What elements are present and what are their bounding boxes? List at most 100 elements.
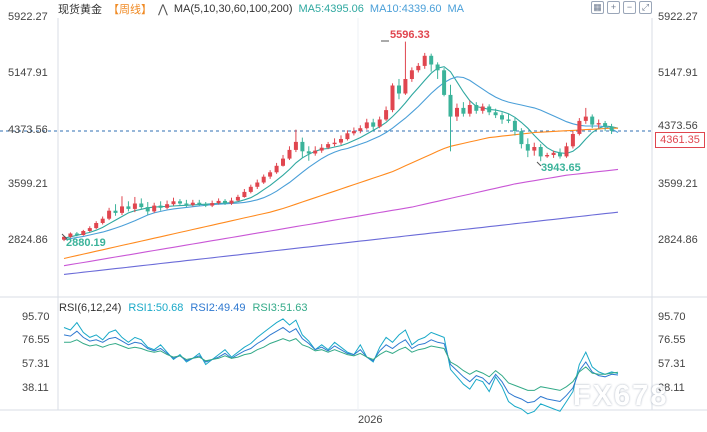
candle-body xyxy=(132,203,137,209)
grid-toggle-icon[interactable]: ▦ xyxy=(591,1,604,14)
rsi-line-rsi3 xyxy=(64,338,619,391)
candle-body xyxy=(145,207,150,212)
y-tick-left: 4373.56 xyxy=(8,124,48,136)
candle-body xyxy=(332,142,337,145)
candle-body xyxy=(461,107,466,114)
ma-line-ma10 xyxy=(63,76,619,241)
candle-body xyxy=(178,201,182,204)
candle-body xyxy=(171,201,176,205)
candle-body xyxy=(364,122,369,129)
candle-body xyxy=(190,202,195,205)
candle-body xyxy=(229,200,234,204)
candle-body xyxy=(467,105,472,114)
candle-body xyxy=(184,203,189,205)
candle-body xyxy=(197,202,202,205)
rsi1-value: RSI1:50.68 xyxy=(128,301,184,314)
candle-body xyxy=(287,149,292,159)
ma-more-value: MA xyxy=(447,3,464,15)
y-tick-left: 2824.86 xyxy=(8,234,48,246)
candle-body xyxy=(300,141,305,152)
candle-body xyxy=(416,65,421,71)
candle-body xyxy=(126,206,131,209)
grid-lines xyxy=(0,18,707,411)
ma-line-ma100 xyxy=(63,211,619,275)
candle-body xyxy=(487,106,492,113)
rsi-line-rsi1 xyxy=(63,318,619,415)
period-selector[interactable]: 【周线】 xyxy=(108,4,152,16)
candle-body xyxy=(62,236,66,240)
candle-body xyxy=(358,128,363,132)
y-tick-right: 5922.27 xyxy=(658,11,698,23)
rsi3-value: RSI3:51.63 xyxy=(252,301,308,314)
candle-body xyxy=(248,186,253,192)
candle-body xyxy=(326,144,331,148)
candle-body xyxy=(223,200,227,204)
candle-body xyxy=(409,70,414,79)
candle-body xyxy=(422,55,427,66)
candle-body xyxy=(113,210,118,213)
ma5-value: MA5:4395.06 xyxy=(298,3,364,15)
candlestick-series xyxy=(62,41,614,242)
candle-body xyxy=(442,70,447,95)
fullscreen-icon[interactable]: ⤢ xyxy=(639,1,652,14)
candle-body xyxy=(435,64,440,71)
candle-body xyxy=(274,165,279,173)
candle-body xyxy=(306,151,311,154)
start-low-annotation: 2880.19 xyxy=(66,237,106,249)
ma-line-ma5 xyxy=(63,66,619,239)
ma10-value: MA10:4339.60 xyxy=(369,3,442,15)
candle-body xyxy=(165,204,170,208)
rsi-y-tick-right: 95.70 xyxy=(658,311,686,323)
zoom-out-icon[interactable]: − xyxy=(623,1,636,14)
low-marker xyxy=(536,161,542,167)
candle-body xyxy=(120,206,124,213)
rsi-line-rsi2 xyxy=(63,326,619,404)
candle-body xyxy=(139,203,144,208)
rsi-y-tick-left: 57.31 xyxy=(22,358,50,370)
y-tick-left: 3599.21 xyxy=(8,178,48,190)
candle-body xyxy=(81,231,86,235)
candle-body xyxy=(532,147,537,151)
y-tick-left: 5922.27 xyxy=(8,11,48,23)
x-axis-year-label: 2026 xyxy=(358,414,383,426)
candle-body xyxy=(590,116,595,125)
candle-body xyxy=(390,85,395,111)
candle-body xyxy=(429,55,434,65)
candle-body xyxy=(152,205,157,212)
candle-body xyxy=(384,110,389,120)
watermark-logo: FX678 xyxy=(573,380,669,412)
candle-body xyxy=(242,191,247,197)
candle-body xyxy=(506,119,511,121)
rsi-y-tick-right: 38.11 xyxy=(658,382,685,394)
high-price-annotation: 5596.33 xyxy=(390,29,430,41)
candle-body xyxy=(158,205,163,208)
rsi-y-tick-right: 76.55 xyxy=(658,334,686,346)
zoom-in-icon[interactable]: + xyxy=(607,1,620,14)
candle-body xyxy=(351,131,356,134)
rsi-header: RSI(6,12,24) RSI1:50.68 RSI2:49.49 RSI3:… xyxy=(59,301,315,314)
candle-body xyxy=(339,139,343,143)
candle-body xyxy=(493,112,498,116)
chart-header: 现货黄金 【周线】 ⋀ MA(5,10,30,60,100,200) MA5:4… xyxy=(58,2,470,16)
candle-body xyxy=(577,120,582,134)
candle-body xyxy=(203,204,208,206)
ma-line-ma60 xyxy=(63,168,619,267)
candle-body xyxy=(261,176,266,183)
candle-body xyxy=(397,85,401,94)
y-tick-right: 5147.91 xyxy=(658,67,698,79)
candle-body xyxy=(480,106,485,111)
candle-body xyxy=(319,147,324,151)
y-tick-right: 2824.86 xyxy=(658,234,698,246)
candle-body xyxy=(94,223,99,229)
rsi-label: RSI(6,12,24) xyxy=(59,301,122,314)
candle-body xyxy=(551,152,556,155)
candle-body xyxy=(609,126,614,131)
candle-body xyxy=(345,133,350,140)
candle-body xyxy=(500,115,504,120)
candle-body xyxy=(538,147,543,157)
rsi-y-tick-left: 76.55 xyxy=(22,334,50,346)
ma-settings-icon[interactable]: ⋀ xyxy=(158,2,168,16)
rsi-y-tick-right: 57.31 xyxy=(658,358,686,370)
candle-body xyxy=(403,79,408,94)
rsi2-value: RSI2:49.49 xyxy=(190,301,246,314)
